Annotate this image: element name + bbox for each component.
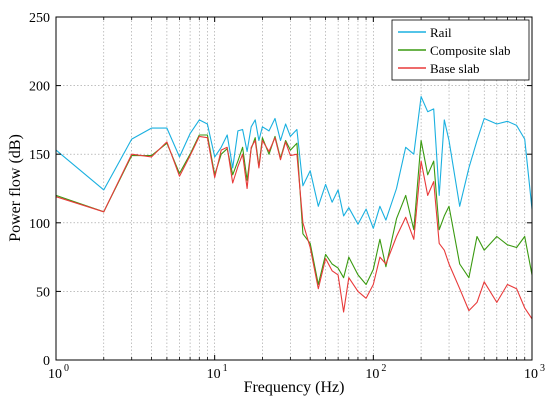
y-axis-label: Power flow (dB): [7, 134, 24, 242]
y-tick-label: 200: [29, 80, 50, 95]
legend-label: Rail: [430, 25, 452, 40]
y-tick-label: 150: [29, 148, 50, 163]
x-tick-label-exponent: 1: [223, 363, 228, 374]
legend-item: Composite slab: [398, 43, 511, 58]
legend-label: Composite slab: [430, 43, 511, 58]
series-lines: [55, 96, 533, 320]
x-tick-label-base: 10: [365, 367, 379, 382]
x-tick-label-exponent: 0: [64, 363, 69, 374]
legend-label: Base slab: [430, 61, 479, 76]
series-line-base-slab: [55, 135, 533, 320]
series-line-rail: [55, 96, 533, 229]
x-tick-label: 10 3: [524, 363, 545, 382]
legend-item: Rail: [398, 25, 452, 40]
x-tick-label: 10 0: [48, 363, 69, 382]
legend: Rail Composite slab Base slab: [391, 19, 530, 81]
x-tick-label-exponent: 3: [540, 363, 545, 374]
x-tick-label-base: 10: [207, 367, 221, 382]
x-tick-label-base: 10: [48, 367, 62, 382]
legend-item: Base slab: [398, 61, 479, 76]
x-axis-label: Frequency (Hz): [244, 379, 345, 396]
x-tick-label-base: 10: [524, 367, 538, 382]
y-tick-label: 100: [29, 217, 50, 232]
y-tick-label: 0: [43, 354, 50, 369]
y-tick-label: 250: [29, 11, 50, 26]
plot-frame: [55, 16, 533, 361]
x-tick-label: 10 2: [365, 363, 386, 382]
x-tick-label-exponent: 2: [381, 363, 386, 374]
x-tick-label: 10 1: [207, 363, 228, 382]
grid-lines: [56, 17, 532, 360]
y-tick-label: 50: [36, 285, 50, 300]
